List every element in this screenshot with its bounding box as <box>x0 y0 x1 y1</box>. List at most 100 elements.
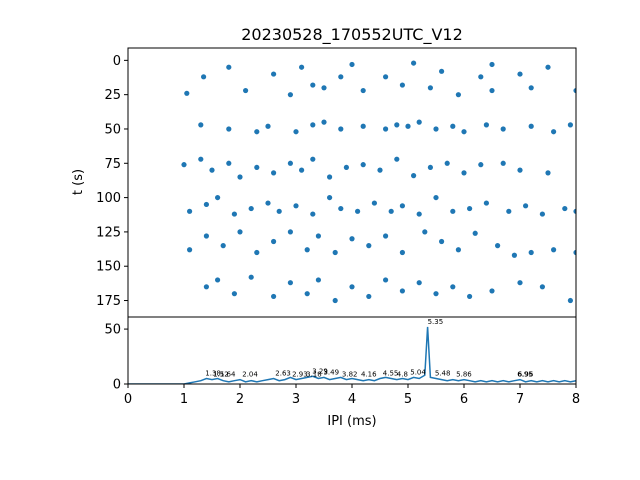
scatter-point <box>321 119 327 125</box>
scatter-point <box>433 291 439 297</box>
peak-annotation: 2.93 <box>292 371 308 379</box>
x-tick-label: 4 <box>348 392 356 407</box>
scatter-point <box>293 203 299 209</box>
scatter-point <box>405 123 411 129</box>
peak-annotation: 5.35 <box>428 318 444 326</box>
x-tick-label: 7 <box>516 392 524 407</box>
scatter-point <box>338 126 344 132</box>
scatter-point <box>203 233 209 239</box>
scatter-point <box>467 205 473 212</box>
scatter-point <box>231 291 237 297</box>
scatter-point <box>226 64 232 70</box>
scatter-point <box>383 74 389 80</box>
scatter-point <box>489 288 495 294</box>
scatter-point <box>248 274 254 280</box>
scatter-point <box>287 160 293 166</box>
y-tick-label: 75 <box>104 157 121 172</box>
scatter-point <box>184 90 190 96</box>
scatter-point <box>433 194 439 201</box>
x-tick-label: 1 <box>180 392 188 407</box>
y-tick-label: 0 <box>113 54 121 69</box>
scatter-point <box>265 200 271 206</box>
scatter-point <box>517 167 523 173</box>
scatter-point <box>349 284 355 290</box>
scatter-point <box>500 126 506 132</box>
scatter-point <box>209 167 215 173</box>
scatter-point <box>573 249 576 256</box>
scatter-point <box>455 247 461 253</box>
scatter-point <box>304 291 310 297</box>
scatter-point <box>187 208 193 214</box>
scatter-point <box>332 249 338 256</box>
scatter-point <box>528 85 534 91</box>
scatter-point <box>539 211 546 217</box>
scatter-point <box>254 164 260 171</box>
y-tick-label: 175 <box>96 294 121 309</box>
peak-annotation: 2.04 <box>242 371 258 379</box>
scatter-point <box>416 211 422 217</box>
peak-annotation: 4.8 <box>397 371 408 379</box>
scatter-point <box>399 288 405 294</box>
scatter-point <box>399 203 405 209</box>
scatter-point <box>399 249 405 256</box>
scatter-point <box>366 293 372 300</box>
scatter-point <box>371 200 377 206</box>
scatter-point <box>220 243 226 249</box>
scatter-point <box>226 160 232 166</box>
scatter-point <box>203 284 209 290</box>
scatter-point <box>315 233 321 239</box>
scatter-point <box>472 230 478 236</box>
scatter-point <box>439 68 445 74</box>
scatter-point <box>467 293 473 300</box>
scatter-point <box>573 87 576 94</box>
scatter-point <box>567 297 574 304</box>
y-tick-label: 25 <box>104 88 121 103</box>
scatter-point <box>349 61 355 68</box>
scatter-point <box>551 129 557 135</box>
scatter-point <box>383 277 389 283</box>
peak-annotation: 6.96 <box>518 371 534 379</box>
scatter-point <box>198 156 204 162</box>
peak-annotation: 1.38 <box>205 370 221 378</box>
scatter-point <box>360 87 366 94</box>
peak-annotation: 4.55 <box>383 370 399 378</box>
scatter-point <box>394 156 400 162</box>
scatter-point <box>511 252 517 258</box>
peak-annotation: 5.04 <box>410 368 426 376</box>
scatter-point <box>271 71 277 77</box>
scatter-point <box>332 297 338 304</box>
axes-frame <box>127 316 577 385</box>
scatter-point <box>327 174 333 180</box>
scatter-point <box>545 64 551 70</box>
scatter-point <box>360 162 366 168</box>
scatter-point <box>495 243 501 249</box>
peak-annotation: 3.49 <box>323 368 339 376</box>
scatter-point <box>310 82 316 88</box>
scatter-point <box>545 170 551 176</box>
scatter-point <box>271 170 277 176</box>
scatter-point <box>327 194 333 201</box>
peak-annotation: 1.52 <box>213 371 229 379</box>
scatter-point <box>287 280 293 286</box>
scatter-point <box>573 208 576 214</box>
scatter-point <box>483 200 489 206</box>
x-axis-label: IPI (ms) <box>327 414 376 429</box>
scatter-point <box>528 249 534 256</box>
scatter-point <box>539 284 546 290</box>
scatter-point <box>377 167 383 173</box>
scatter-point <box>265 123 271 129</box>
scatter-point <box>287 229 293 235</box>
scatter-point <box>450 284 456 290</box>
scatter-point <box>360 123 366 129</box>
scatter-point <box>411 60 417 66</box>
scatter-point <box>299 167 305 173</box>
y-tick-label: 50 <box>104 323 121 338</box>
scatter-point <box>461 129 467 135</box>
peak-annotation: 4.16 <box>361 371 377 379</box>
y-tick-label: 150 <box>96 260 121 275</box>
scatter-point <box>551 247 557 253</box>
peak-annotation: 3.82 <box>342 371 358 379</box>
scatter-point <box>198 122 204 128</box>
scatter-point <box>254 129 260 135</box>
